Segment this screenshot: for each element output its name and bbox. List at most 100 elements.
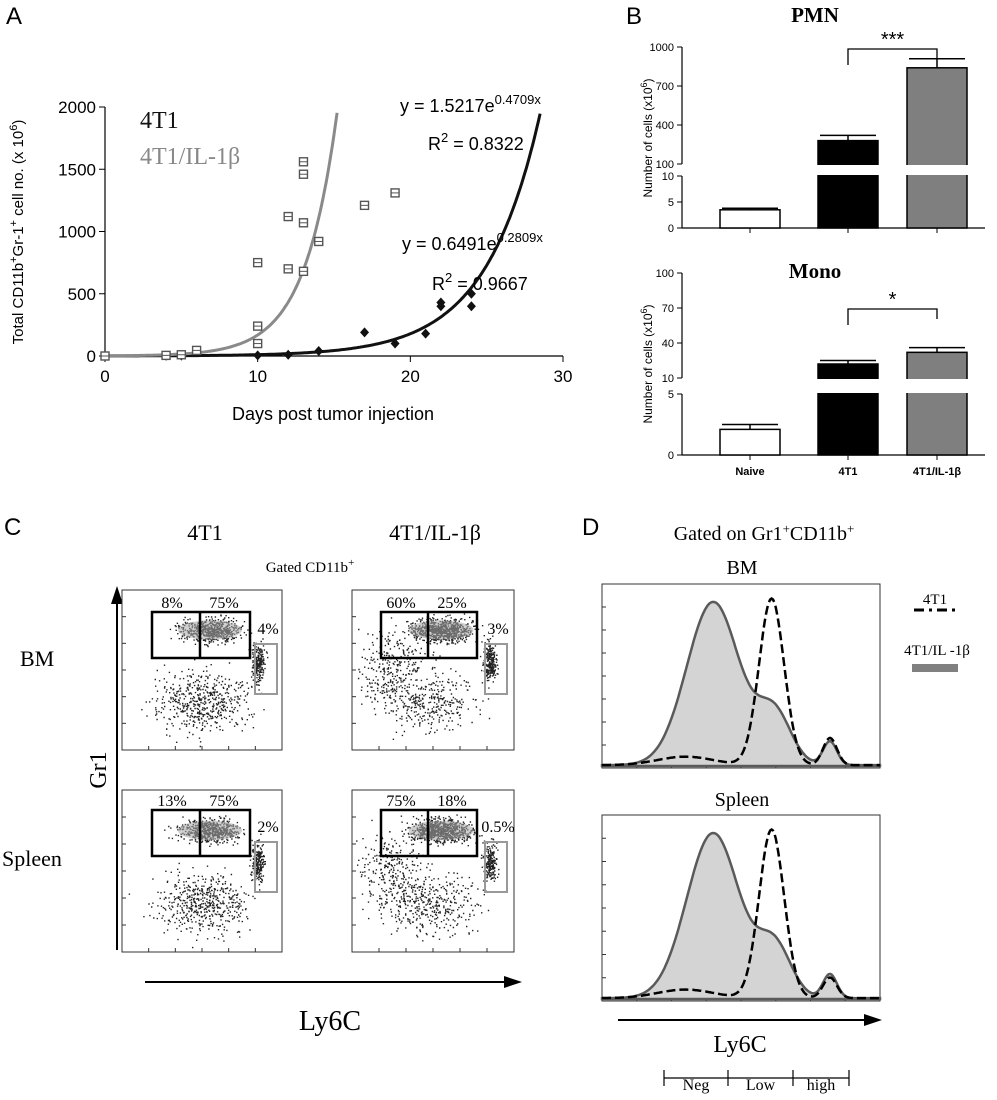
significance-label: *** xyxy=(881,29,905,51)
a-y-tick-label: 500 xyxy=(68,285,96,304)
d-plot-label-spleen: Spleen xyxy=(715,789,769,811)
d-x-arrowhead-icon xyxy=(864,1014,882,1026)
d-legend-il1b: 4T1/IL -1β xyxy=(904,643,970,659)
bar-4t1 xyxy=(817,363,879,456)
upper-tick-label: 10 xyxy=(662,373,674,385)
c-dot-plots: 8% 75% 4% 60% 25% 3% 13% 75% 2% 75% 18% 0.5% xyxy=(121,589,515,953)
a-y-tick-label: 0 xyxy=(87,347,96,366)
panel-c-letter: C xyxy=(4,514,21,541)
panel-a-ylabel: Total CD11b+Gr-1+ cell no. (x 106) xyxy=(8,120,27,345)
panel-b-letter: B xyxy=(626,3,642,30)
dot-cloud xyxy=(141,614,269,748)
category-label: 4T1 xyxy=(839,466,858,478)
range-label-low: Low xyxy=(746,1077,776,1094)
dot-cloud xyxy=(128,815,266,949)
point-4t1 xyxy=(421,328,431,339)
pmn-title: PMN xyxy=(791,3,839,27)
a-x-tick-label: 20 xyxy=(401,367,420,386)
mono-bar-chart: 10 40 70 100 0 5 Naive 4T1 4T1/IL-1β * xyxy=(656,268,987,478)
dot-plot: 60% 25% 3% xyxy=(351,589,515,751)
c-col-header-il1b: 4T1/IL-1β xyxy=(389,520,481,545)
d-title: Gated on Gr1+CD11b+ xyxy=(674,521,855,545)
a-x-tick-label: 10 xyxy=(248,367,267,386)
d-x-label: Ly6C xyxy=(713,1032,766,1058)
c-x-label: Ly6C xyxy=(299,1006,361,1037)
gate-pct-low: 25% xyxy=(437,595,466,612)
a-x-tick-label: 0 xyxy=(100,367,109,386)
r2-4t1: R2 = 0.9667 xyxy=(432,270,528,294)
d-histograms xyxy=(600,583,882,1002)
lower-tick-label: 5 xyxy=(668,389,674,401)
equation-4t1: y = 0.6491e0.2809x xyxy=(402,230,543,254)
gate-pct-neg: 60% xyxy=(386,595,415,612)
bar-4t1 xyxy=(817,139,879,229)
c-subheader: Gated CD11b+ xyxy=(266,557,355,576)
category-label: Naive xyxy=(735,466,764,478)
a-x-tick-label: 30 xyxy=(554,367,573,386)
equation-il1b: y = 1.5217e0.4709x xyxy=(400,92,541,116)
point-4t1 xyxy=(360,327,370,338)
gate-high xyxy=(254,643,278,695)
upper-tick-label: 700 xyxy=(656,81,674,93)
panel-d-letter: D xyxy=(582,514,599,541)
point-4t1 xyxy=(466,301,476,312)
gate-pct-high: 0.5% xyxy=(481,819,514,836)
dot-plot: 8% 75% 4% xyxy=(121,589,283,751)
a-y-tick-label: 1000 xyxy=(58,223,96,242)
bar-naive xyxy=(719,209,781,229)
d-plot-label-bm: BM xyxy=(726,557,757,579)
histogram-bm xyxy=(600,583,882,769)
panel-d: D Gated on Gr1+CD11b+ BM Spleen 4T1 4T1/… xyxy=(582,514,970,1094)
gate-high xyxy=(484,841,508,893)
histogram-4t1 xyxy=(601,596,880,767)
point-4t1 xyxy=(390,338,400,349)
c-y-label: Gr1 xyxy=(86,751,112,788)
legend-4t1: 4T1 xyxy=(140,108,179,134)
gate-pct-low: 75% xyxy=(209,793,238,810)
d-legend-il1b-swatch xyxy=(912,664,958,672)
panel-a-xlabel: Days post tumor injection xyxy=(232,404,434,424)
category-label: 4T1/IL-1β xyxy=(913,466,962,478)
axis-break-gap xyxy=(684,165,987,175)
gate-pct-neg: 75% xyxy=(386,793,415,810)
gate-pct-high: 3% xyxy=(487,621,508,638)
histogram-4t1 xyxy=(602,827,880,1000)
dense-core xyxy=(408,820,474,841)
mono-ylabel: Number of cells (x106) xyxy=(639,304,655,423)
lower-tick-label: 10 xyxy=(662,171,674,183)
upper-tick-label: 100 xyxy=(656,159,674,171)
bar-il1b xyxy=(906,351,968,456)
significance-bracket xyxy=(847,308,938,325)
point-4t1 xyxy=(283,349,293,360)
pmn-bar-chart: 100 400 700 1000 0 5 10 *** xyxy=(650,29,987,235)
d-range-markers: Neg Low high xyxy=(663,1070,850,1094)
upper-tick-label: 70 xyxy=(662,303,674,315)
gate-high xyxy=(254,841,278,893)
gate-pct-neg: 13% xyxy=(157,793,186,810)
dense-core xyxy=(408,620,474,640)
c-row-label-bm: BM xyxy=(20,646,54,671)
r2-il1b: R2 = 0.8322 xyxy=(428,130,524,154)
gate-high xyxy=(484,643,508,695)
point-4t1 xyxy=(314,346,324,357)
point-4t1 xyxy=(253,350,263,361)
panel-a-points xyxy=(100,157,476,361)
dense-core xyxy=(178,620,242,640)
bar-il1b xyxy=(906,67,968,229)
bar-naive xyxy=(719,428,781,456)
range-label-neg: Neg xyxy=(683,1077,710,1094)
panel-a-axes: 0 500 1000 1500 2000 0 10 20 30 xyxy=(58,98,572,386)
range-label-high: high xyxy=(807,1077,835,1094)
point-4t1 xyxy=(466,288,476,299)
lower-tick-label: 0 xyxy=(668,223,674,235)
mono-title: Mono xyxy=(789,259,842,283)
significance-bracket xyxy=(847,48,938,65)
histogram-spleen xyxy=(600,814,882,1002)
gate-pct-high: 2% xyxy=(257,819,278,836)
gate-pct-neg: 8% xyxy=(161,595,182,612)
panel-a-letter: A xyxy=(6,3,22,30)
fit-curve-il1b xyxy=(105,112,339,358)
